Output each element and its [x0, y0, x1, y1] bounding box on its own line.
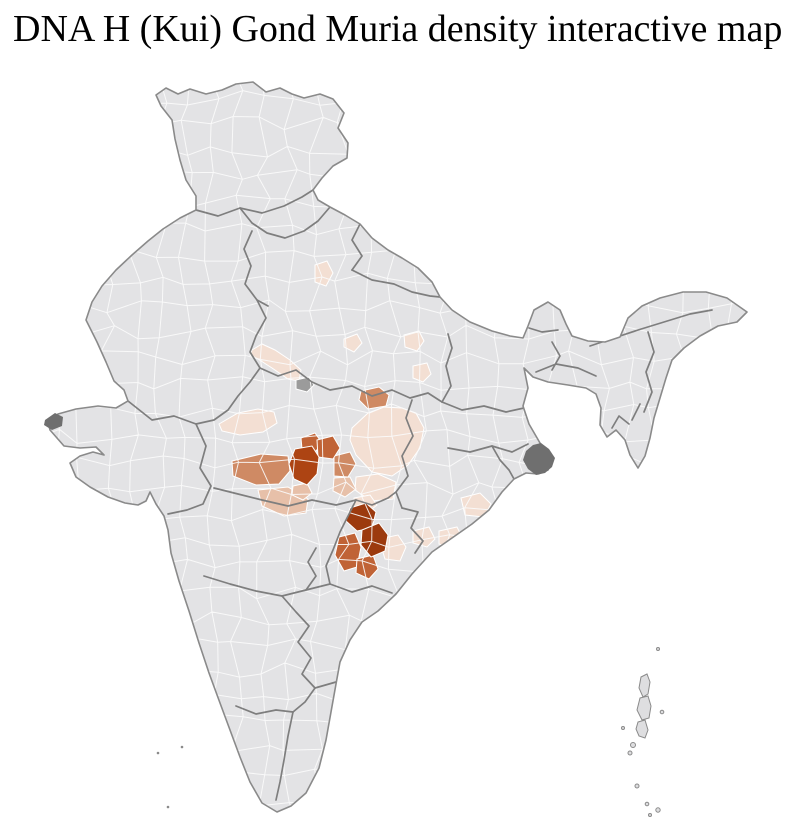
- island-dot: [656, 647, 660, 651]
- state-border-line: [249, 299, 267, 369]
- state-border-line: [528, 327, 559, 333]
- island-chains: [156, 647, 665, 817]
- state-border-line: [611, 415, 630, 429]
- state-border-line: [532, 383, 542, 415]
- state-border-line: [235, 705, 294, 715]
- state-border-line: [351, 223, 363, 271]
- district-L3[interactable]: [333, 451, 357, 478]
- district-L1[interactable]: [218, 408, 278, 436]
- state-border-line: [195, 367, 261, 425]
- state-border-line: [401, 507, 424, 554]
- state-border-line: [491, 445, 515, 480]
- state-border-line: [305, 547, 317, 591]
- state-border-line: [447, 443, 529, 453]
- state-border-line: [643, 331, 655, 413]
- state-border-line: [551, 341, 561, 371]
- kutch-marsh: [44, 413, 63, 430]
- state-border-line: [329, 583, 393, 594]
- state-border-line: [203, 575, 331, 597]
- island-dot: [644, 801, 650, 807]
- lakshadweep-island-dot: [166, 805, 170, 809]
- state-border-line: [441, 333, 453, 403]
- state-border-line: [281, 595, 316, 689]
- state-border-line: [351, 269, 441, 298]
- sundarbans-delta: [523, 443, 555, 475]
- district-L1[interactable]: [343, 333, 363, 353]
- andaman-island: [635, 719, 649, 739]
- island-dot: [627, 750, 633, 756]
- india-coastline: [47, 81, 748, 813]
- lakshadweep-island-dot: [156, 751, 160, 755]
- island-dot: [630, 742, 636, 748]
- district-L1[interactable]: [412, 526, 436, 548]
- state-border-line: [239, 206, 331, 239]
- state-border-line: [292, 687, 316, 713]
- lakshadweep-island-dot: [180, 745, 184, 749]
- state-border-line: [275, 711, 294, 801]
- district-L1[interactable]: [403, 330, 425, 352]
- state-border-line: [259, 367, 443, 403]
- state-border-line: [127, 400, 197, 425]
- andaman-island: [638, 673, 651, 698]
- island-dot: [648, 813, 652, 817]
- island-dot: [634, 783, 640, 789]
- andaman-island: [636, 695, 652, 721]
- district-L1[interactable]: [412, 362, 432, 383]
- state-border-line: [631, 403, 641, 421]
- state-border-line: [535, 363, 597, 377]
- district-L3[interactable]: [231, 453, 291, 486]
- state-border-line: [243, 230, 269, 307]
- state-borders-layer: [127, 189, 713, 801]
- state-border-line: [325, 499, 357, 585]
- state-border-line: [167, 423, 212, 515]
- district-L5[interactable]: [288, 445, 320, 486]
- island-dot: [655, 807, 661, 813]
- island-dot: [621, 726, 625, 730]
- state-border-line: [213, 487, 397, 507]
- state-border-line: [195, 189, 314, 217]
- density-districts-layer: [218, 260, 492, 580]
- page-title: DNA H (Kui) Gond Muria density interacti…: [13, 8, 783, 50]
- dark-terrain-patches: [44, 413, 555, 475]
- island-dot: [659, 709, 665, 715]
